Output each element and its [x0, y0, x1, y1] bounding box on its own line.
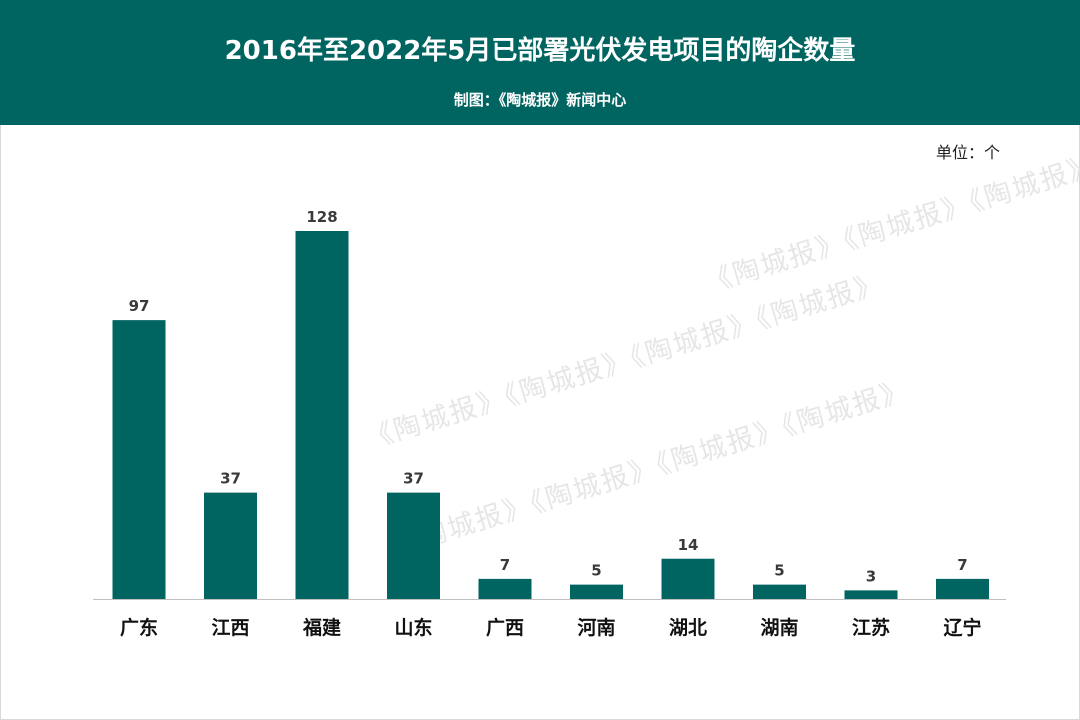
- x-tick-label: 湖北: [669, 617, 707, 639]
- bar: [478, 578, 532, 599]
- x-tick-label: 山东: [394, 616, 432, 639]
- x-tick-label: 湖南: [760, 617, 798, 639]
- unit-label: 单位：个: [935, 143, 1000, 162]
- x-tick-label: 辽宁: [943, 616, 981, 639]
- bar-value-label: 5: [774, 562, 784, 580]
- chart-title: 2016年至2022年5月已部署光伏发电项目的陶企数量: [224, 36, 856, 66]
- bar-value-label: 37: [403, 470, 424, 488]
- bar-value-label: 5: [591, 562, 601, 580]
- bar: [570, 584, 623, 599]
- bar-value-label: 14: [678, 536, 699, 554]
- bar: [295, 231, 349, 599]
- x-tick-label: 广西: [486, 616, 524, 639]
- bar: [936, 578, 989, 599]
- chart-credit: 制图：《陶城报》新闻中心: [453, 91, 627, 109]
- bar: [844, 590, 898, 599]
- bar: [112, 320, 166, 599]
- bar-value-label: 97: [129, 297, 150, 315]
- x-tick-label: 江西: [211, 617, 249, 639]
- bar: [204, 492, 257, 599]
- x-tick-label: 江苏: [852, 616, 890, 639]
- x-tick-label: 河南: [577, 617, 615, 639]
- title-banner: 2016年至2022年5月已部署光伏发电项目的陶企数量 制图：《陶城报》新闻中心: [0, 0, 1080, 125]
- x-tick-label: 福建: [302, 616, 341, 639]
- bar-value-label: 7: [500, 556, 510, 574]
- bar: [387, 492, 440, 599]
- bar-value-label: 37: [220, 470, 241, 488]
- bar: [753, 584, 806, 599]
- x-tick-label: 广东: [120, 616, 158, 639]
- bar-value-label: 7: [957, 556, 967, 574]
- bar: [661, 558, 715, 599]
- bar-value-label: 3: [866, 567, 876, 585]
- bar-value-label: 128: [306, 208, 337, 226]
